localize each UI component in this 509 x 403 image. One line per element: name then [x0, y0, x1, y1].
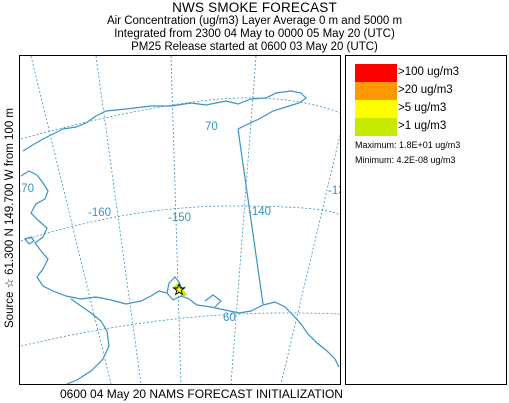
cook-inlet [166, 276, 186, 294]
latitude-line-60 [20, 312, 340, 347]
peninsula-coast [66, 298, 110, 384]
northwest-coast [22, 115, 97, 152]
source-location-label: Source ☆ 61.300 N 149.700 W from 100 m [4, 108, 16, 328]
source-star-icon [172, 282, 186, 296]
graticule [20, 56, 340, 384]
longitude-line-140 [230, 56, 257, 384]
legend-label-5: >5 ug/m3 [398, 102, 447, 114]
lat-label-70: 70 [205, 121, 218, 133]
release-subtitle: PM25 Release started at 0600 03 May 20 (… [131, 41, 378, 53]
lon-label-170: -170 [20, 183, 34, 195]
legend-label-1: >1 ug/m3 [398, 120, 447, 132]
lon-label-150: -150 [168, 212, 191, 224]
legend-swatch-5 [355, 100, 397, 118]
legend-swatch-100 [355, 64, 397, 82]
prince-william-sound [204, 294, 222, 308]
longitude-line-160 [95, 56, 142, 384]
source-star [172, 282, 186, 296]
north-coast [95, 90, 307, 130]
latitude-line-70 [20, 97, 340, 140]
island [23, 236, 35, 245]
lat-label-60: 60 [223, 312, 236, 324]
legend-swatch-1 [355, 118, 397, 136]
border-line [237, 128, 264, 305]
integration-subtitle: Integrated from 2300 04 May to 0000 05 M… [114, 28, 395, 40]
legend-panel: >100 ug/m3 >20 ug/m3 >5 ug/m3 >1 ug/m3 M… [345, 55, 507, 385]
southwest-coast [20, 170, 276, 314]
legend-swatch-20 [355, 82, 397, 100]
legend-label-100: >100 ug/m3 [398, 66, 460, 78]
longitude-line-130 [280, 133, 340, 384]
southeast-coast [274, 301, 340, 368]
forecast-initialization-label: 0600 04 May 20 NAMS FORECAST INITIALIZAT… [60, 387, 343, 401]
map-panel: 70 60 -170 -160 -150 -140 -130 [19, 55, 341, 385]
coastline [20, 90, 340, 384]
legend-label-20: >20 ug/m3 [398, 84, 453, 96]
lon-label-140: -140 [248, 206, 271, 218]
lon-label-160: -160 [88, 207, 111, 219]
concentration-subtitle: Air Concentration (ug/m3) Layer Average … [106, 15, 403, 27]
maximum-value: Maximum: 1.8E+01 ug/m3 [355, 140, 461, 150]
minimum-value: Minimum: 4.2E-08 ug/m3 [355, 155, 456, 165]
latitude-line-65 [20, 205, 340, 242]
chart-title: NWS SMOKE FORECAST [172, 0, 337, 15]
longitude-line-150 [170, 56, 182, 384]
lon-label-130: -130 [328, 185, 340, 197]
map-canvas: 70 60 -170 -160 -150 -140 -130 [20, 56, 340, 384]
longitude-line-170 [30, 56, 112, 384]
